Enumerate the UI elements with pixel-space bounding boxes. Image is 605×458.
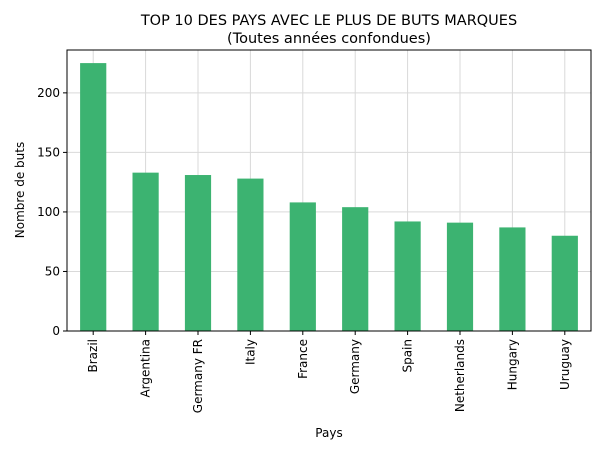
x-tick-label: Germany bbox=[348, 339, 362, 394]
x-tick-label: Uruguay bbox=[558, 339, 572, 390]
x-tick-label: France bbox=[296, 339, 310, 379]
bar-argentina bbox=[132, 172, 159, 331]
x-tick-label: Spain bbox=[401, 339, 415, 373]
bar-france bbox=[289, 202, 316, 331]
bars bbox=[80, 63, 578, 331]
bar-uruguay bbox=[551, 235, 578, 331]
x-tick-label: Argentina bbox=[139, 339, 153, 398]
chart-title: TOP 10 DES PAYS AVEC LE PLUS DE BUTS MAR… bbox=[140, 13, 517, 29]
y-tick-label: 0 bbox=[52, 324, 60, 338]
x-tick-label: Italy bbox=[243, 339, 257, 365]
x-tick-label: Brazil bbox=[86, 339, 100, 373]
x-tick-label: Netherlands bbox=[453, 339, 467, 412]
bar-germany-fr bbox=[184, 175, 212, 331]
bar-germany bbox=[342, 207, 369, 331]
bar-brazil bbox=[80, 63, 107, 331]
y-axis: 0 50 100 150 200 bbox=[37, 86, 67, 338]
y-tick-label: 150 bbox=[37, 145, 60, 159]
y-tick-label: 50 bbox=[45, 264, 60, 278]
x-axis: Brazil Argentina Germany FR Italy France Germ… bbox=[86, 331, 572, 413]
y-axis-label: Nombre de buts bbox=[13, 142, 27, 239]
chart-subtitle: (Toutes années confondues) bbox=[227, 31, 431, 47]
x-tick-label: Hungary bbox=[505, 339, 519, 390]
y-tick-label: 100 bbox=[37, 205, 60, 219]
x-tick-label: Germany FR bbox=[191, 339, 205, 413]
x-axis-label: Pays bbox=[315, 426, 342, 440]
plot-frame bbox=[66, 49, 592, 332]
bar-italy bbox=[237, 178, 264, 331]
bar-hungary bbox=[499, 227, 526, 331]
y-tick-label: 200 bbox=[37, 86, 60, 100]
bar-spain bbox=[394, 221, 421, 331]
bar-netherlands bbox=[446, 222, 474, 331]
